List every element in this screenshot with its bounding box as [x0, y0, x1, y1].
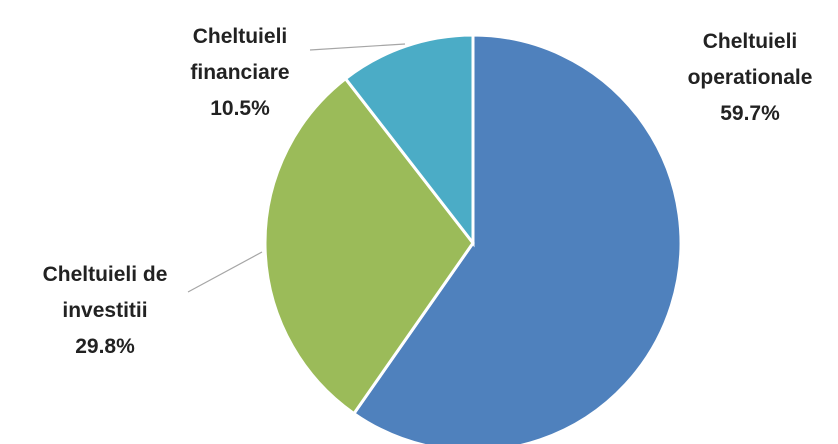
leader-line [187, 251, 263, 293]
pie-slice [351, 33, 683, 444]
slices [263, 33, 683, 444]
slice-label: Cheltuieli financiare 10.5% [190, 19, 289, 127]
category-label: Cheltuieli operationale [687, 30, 813, 89]
category-label: Cheltuieli financiare [190, 25, 290, 84]
value-label: 29.8% [75, 335, 135, 358]
leader-line [309, 43, 406, 51]
category-label: Cheltuieli de investitii [42, 263, 168, 322]
slice-label: Cheltuieli de investitii 29.8% [43, 257, 168, 365]
value-label: 59.7% [720, 102, 780, 125]
value-label: 10.5% [210, 97, 270, 120]
pie-slice [263, 76, 475, 416]
slice-label: Cheltuieli operationale 59.7% [688, 24, 813, 132]
pie-slice [343, 33, 475, 248]
